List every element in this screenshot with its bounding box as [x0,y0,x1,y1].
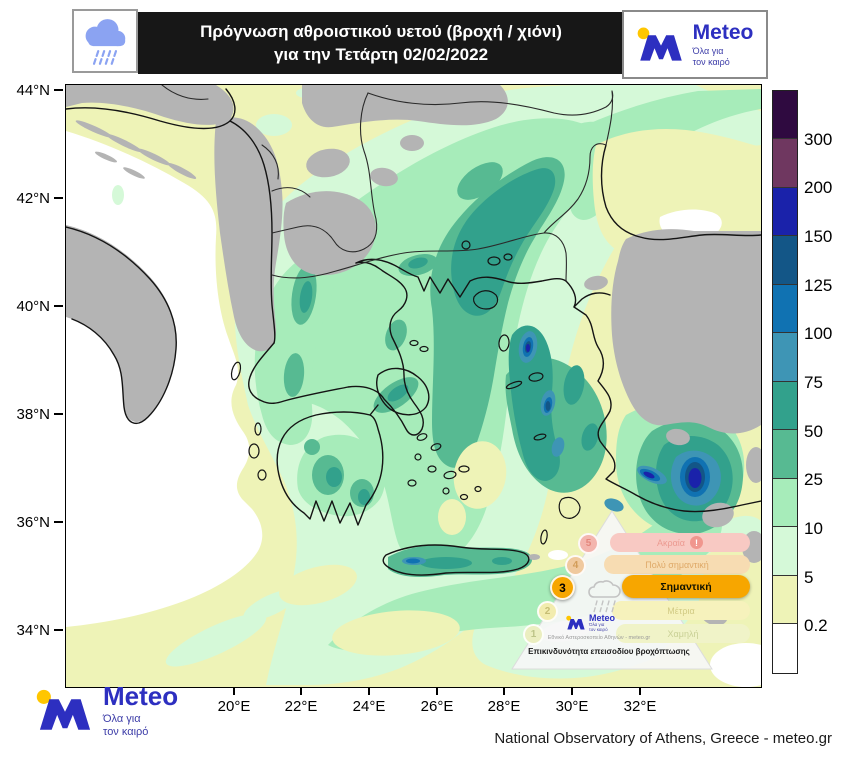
lat-label: 36°N [16,514,50,531]
lat-label: 34°N [16,622,50,639]
lat-tick [54,89,63,91]
colorbar-value: 75 [804,373,823,392]
risk-circle-1: 1 [523,624,544,645]
meteo-m-icon [637,26,682,61]
colorbar-segment [773,478,797,528]
precipitation-map: 5 4 3 2 1 Ακραία ! Πολύ σημαντική Σημαντ… [65,84,762,688]
colorbar-segment [773,187,797,237]
colorbar-value: 100 [804,324,833,343]
risk-pill-extreme: Ακραία ! [610,533,750,552]
lon-tick [503,687,505,695]
colorbar-value: 0.2 [804,616,828,635]
risk-circle-5: 5 [578,533,599,554]
lon-label: 26°E [420,698,454,715]
brand-name: Meteo [103,681,179,711]
lat-tick [54,629,63,631]
lon-label: 28°E [487,698,521,715]
rain-cloud-outline-icon [588,580,621,613]
colorbar-value: 25 [804,470,823,489]
no-data-land [66,85,761,626]
lon-label: 22°E [284,698,318,715]
risk-pill-moderate: Μέτρια [612,601,750,620]
country-borders [161,85,614,282]
colorbar-segment [773,91,797,140]
attribution-text: National Observatory of Athens, Greece -… [494,730,832,747]
lat-label: 38°N [16,406,50,423]
brand-tagline: Όλα για τον καιρό [103,713,149,738]
colorbar-segment [773,624,797,673]
lat-tick [54,521,63,523]
lon-label: 32°E [623,698,657,715]
meteo-logo-mini: Meteo Όλα για τον καιρό [566,614,615,633]
lon-label: 24°E [352,698,386,715]
lon-tick [233,687,235,695]
exclamation-icon: ! [690,536,704,549]
islands [230,240,581,545]
precipitation-colorbar [772,90,798,674]
colorbar-value: 10 [804,519,823,538]
colorbar-value: 50 [804,422,823,441]
lat-tick [54,197,63,199]
lon-tick [368,687,370,695]
lat-tick [54,413,63,415]
colorbar-segment [773,381,797,431]
colorbar-segment [773,333,797,382]
colorbar-value: 300 [804,130,833,149]
colorbar-segment [773,430,797,479]
lon-tick [571,687,573,695]
brand-name: Meteo [692,21,754,45]
rain-cloud-icon [72,9,138,73]
risk-pyramid-legend: 5 4 3 2 1 Ακραία ! Πολύ σημαντική Σημαντ… [504,507,762,677]
risk-legend-caption: Επικινδυνότητα επεισοδίου βροχόπτωσης [528,647,690,656]
risk-pill-very-significant: Πολύ σημαντική [604,555,750,574]
map-title-bar: Πρόγνωση αθροιστικού υετού (βροχή / χιόν… [138,12,624,74]
risk-pill-low: Χαμηλή [616,624,750,643]
colorbar-segment [773,527,797,576]
coastlines [66,88,761,576]
risk-circle-2: 2 [537,601,558,622]
brand-tagline: Όλα για τον καιρό [692,46,730,67]
lon-label: 30°E [555,698,589,715]
risk-circle-3-active: 3 [550,575,575,600]
colorbar-segment [773,139,797,188]
meteo-m-icon [36,689,91,730]
lat-label: 42°N [16,190,50,207]
lat-label: 40°N [16,298,50,315]
colorbar-segment [773,236,797,285]
lon-tick [639,687,641,695]
lon-label: 20°E [217,698,251,715]
map-title-line2: για την Τετάρτη 02/02/2022 [273,44,489,64]
risk-circle-4: 4 [565,555,586,576]
risk-pill-significant-active: Σημαντική [622,575,750,598]
colorbar-value: 150 [804,227,833,246]
lat-label: 44°N [16,82,50,99]
colorbar-value: 5 [804,568,814,587]
colorbar-value: 125 [804,276,833,295]
lon-tick [300,687,302,695]
lon-tick [436,687,438,695]
colorbar-segment [773,284,797,334]
colorbar-segment [773,575,797,625]
meteo-logo-footer: Meteo Όλα για τον καιρό [36,683,178,738]
observatory-line: Εθνικό Αστεροσκοπείο Αθηνών - meteo.gr [547,635,651,641]
rain-cloud-icon-glyph [85,19,126,65]
lat-tick [54,305,63,307]
meteo-m-icon [566,616,585,630]
map-title-line1: Πρόγνωση αθροιστικού υετού (βροχή / χιόν… [200,21,562,41]
meteo-logo-header: Meteo Όλα για τον καιρό [622,10,768,79]
colorbar-value: 200 [804,178,833,197]
